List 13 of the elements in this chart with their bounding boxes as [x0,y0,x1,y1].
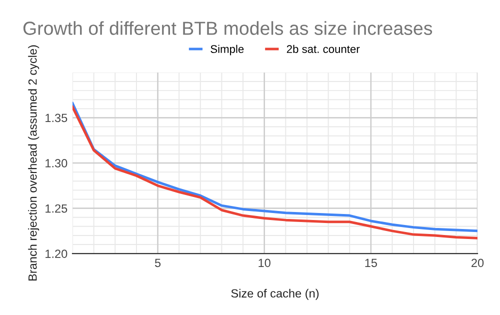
x-tick-label: 20 [472,258,484,268]
y-tick-label: 1.35 [46,114,68,122]
x-tick-label: 10 [258,258,270,268]
x-tick-label: 5 [154,258,161,268]
x-axis-title: Size of cache (n) [231,288,319,300]
legend-label: Simple [210,44,244,56]
x-tick-label: 15 [365,258,377,268]
chart-title: Growth of different BTB models as size increases [23,21,432,35]
y-tick-label: 1.25 [46,204,68,213]
y-axis-title: Branch rejection overhead (assumed 2 cycle) [28,45,40,280]
y-tick-label: 1.20 [46,250,68,258]
y-tick-label: 1.30 [46,159,68,168]
legend-label: 2b sat. counter [286,44,360,54]
